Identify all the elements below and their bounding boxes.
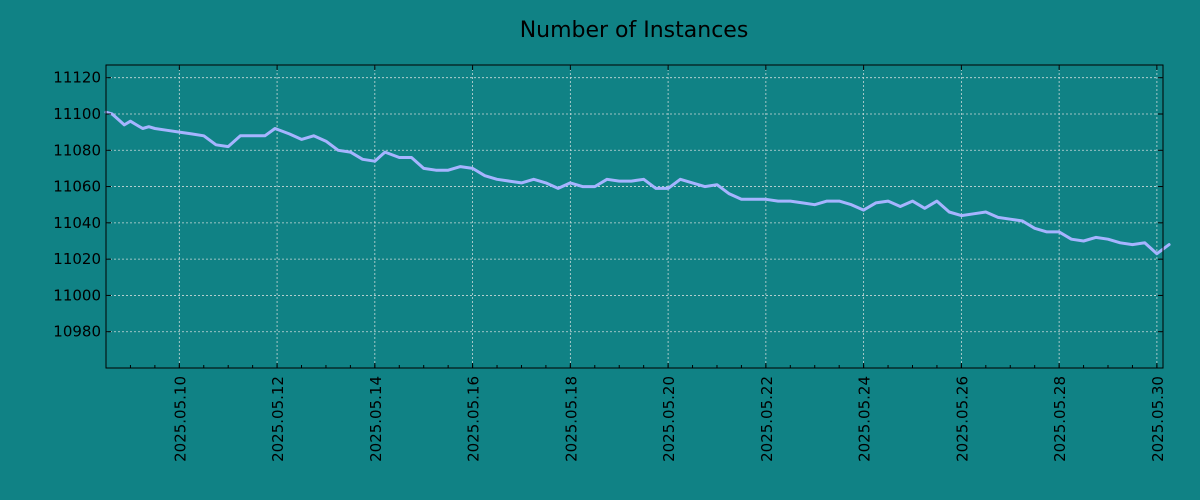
chart-title: Number of Instances — [520, 18, 749, 43]
x-tick-label-7: 2025.05.24 — [856, 376, 874, 462]
y-tick-label-6: 11100 — [53, 105, 101, 123]
grid — [106, 65, 1163, 368]
x-axis: 2025.05.10 2025.05.12 2025.05.14 2025.05.16… — [105, 65, 1167, 462]
y-tick-label-3: 11040 — [53, 214, 101, 232]
y-tick-label-5: 11080 — [53, 141, 101, 159]
plot-frame — [105, 64, 1164, 369]
x-tick-label-9: 2025.05.28 — [1051, 376, 1069, 462]
x-tick-label-5: 2025.05.20 — [660, 376, 678, 462]
x-tick-label-8: 2025.05.26 — [953, 376, 971, 462]
x-tick-label-2: 2025.05.14 — [367, 376, 385, 462]
x-tick-label-3: 2025.05.16 — [465, 376, 483, 462]
x-tick-label-1: 2025.05.12 — [269, 376, 287, 462]
x-tick-label-0: 2025.05.10 — [171, 376, 189, 462]
y-tick-label-2: 11020 — [53, 250, 101, 268]
y-tick-label-0: 10980 — [53, 323, 101, 341]
y-tick-label-7: 11120 — [53, 69, 101, 87]
y-tick-label-4: 11060 — [53, 178, 101, 196]
x-tick-label-4: 2025.05.18 — [562, 376, 580, 462]
x-tick-label-6: 2025.05.22 — [758, 376, 776, 462]
series-group — [104, 110, 1171, 256]
y-axis: 10980 11000 11020 11040 11060 11080 11100 11120 — [53, 69, 1163, 341]
series-line-0 — [104, 110, 1171, 256]
x-tick-label-10: 2025.05.30 — [1149, 376, 1167, 462]
y-tick-label-1: 11000 — [53, 286, 101, 304]
